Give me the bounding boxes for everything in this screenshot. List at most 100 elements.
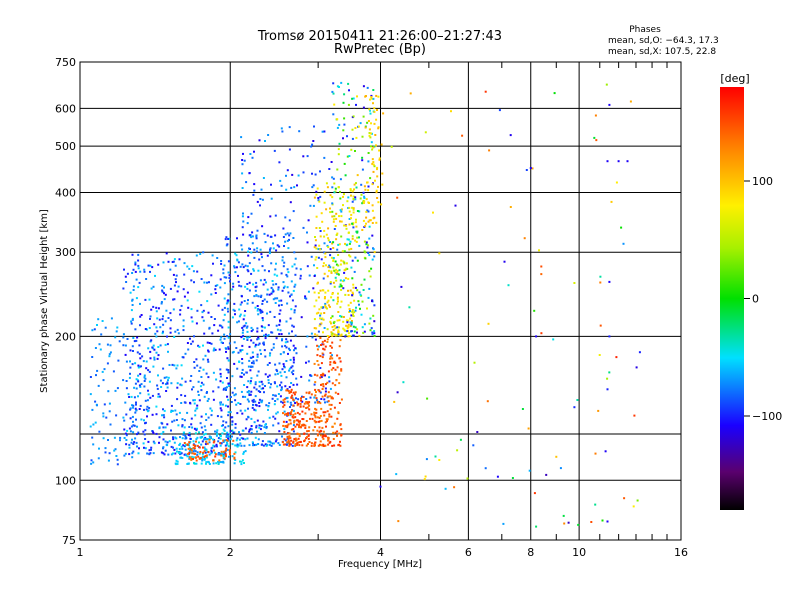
echo-point [272,247,275,250]
echo-point [122,333,125,336]
echo-point [333,285,336,288]
echo-point [132,424,135,427]
echo-point [317,296,320,299]
echo-point [369,136,372,139]
echo-point [326,410,329,413]
echo-point [363,330,366,333]
echo-point [183,453,186,456]
echo-point [315,193,318,196]
echo-point [196,309,199,312]
echo-point [193,462,196,465]
echo-point [219,442,222,445]
echo-point [240,336,243,339]
echo-point [203,332,206,335]
echo-point [294,412,297,415]
echo-point [368,202,370,204]
echo-point [179,453,182,456]
echo-point [278,161,281,164]
echo-point [351,294,354,297]
echo-point [129,417,132,420]
echo-point [322,343,325,346]
echo-point [160,386,163,388]
echo-point [218,324,221,327]
echo-point [345,267,348,270]
echo-point [340,81,343,84]
echo-point [378,158,381,161]
echo-point [253,256,256,259]
echo-point [247,390,250,393]
echo-point [283,401,286,404]
echo-point [210,293,213,296]
echo-point [329,266,332,269]
echo-point [153,323,156,326]
echo-point [257,390,260,393]
echo-point [240,437,243,440]
echo-point [199,451,202,453]
echo-point [321,356,324,359]
echo-point [221,453,224,456]
echo-point [376,197,379,199]
echo-point [292,383,295,386]
echo-point [267,408,269,411]
echo-point [182,288,185,291]
echo-point [316,374,319,377]
echo-point [227,398,230,401]
echo-point [307,443,309,445]
echo-point [238,431,240,434]
echo-point [349,255,352,258]
echo-point [198,290,201,293]
echo-point [343,123,346,126]
echo-point [222,272,225,275]
echo-point [299,274,302,277]
echo-point [333,269,336,272]
echo-point [617,160,620,163]
echo-point [219,380,222,383]
echo-point [107,459,110,462]
echo-point [327,304,330,307]
y-tick-label: 750 [55,56,76,69]
echo-point [212,398,215,401]
echo-point [234,271,237,274]
echo-point [283,245,285,247]
echo-point [146,410,149,413]
echo-point [371,209,374,212]
echo-point [172,273,175,276]
echo-point [260,400,263,403]
echo-point [342,287,345,290]
echo-point [287,423,290,426]
echo-point [335,334,338,337]
echo-point [278,362,281,365]
echo-point [248,430,251,433]
echo-point [317,199,320,202]
echo-point [567,521,570,524]
echo-point [152,452,155,455]
echo-point [289,317,292,320]
echo-point [282,363,285,366]
echo-point [96,404,98,407]
echo-point [175,367,178,370]
echo-point [349,188,352,191]
echo-point [294,283,297,286]
echo-point [274,302,277,304]
echo-point [200,389,203,392]
echo-point [347,332,350,335]
echo-point [243,300,246,302]
echo-point [139,324,141,327]
echo-point [340,398,343,401]
echo-point [169,287,172,290]
echo-point [270,183,272,186]
echo-point [318,426,321,429]
echo-point [157,346,160,348]
echo-point [132,289,135,291]
echo-point [217,463,220,465]
echo-point [146,405,149,408]
echo-point [144,298,147,301]
echo-point [260,443,263,446]
echo-point [486,400,489,403]
echo-point [255,285,258,288]
echo-point [321,220,324,223]
echo-point [356,210,359,212]
echo-point [351,97,354,100]
echo-point [242,220,245,223]
echo-point [368,287,371,290]
